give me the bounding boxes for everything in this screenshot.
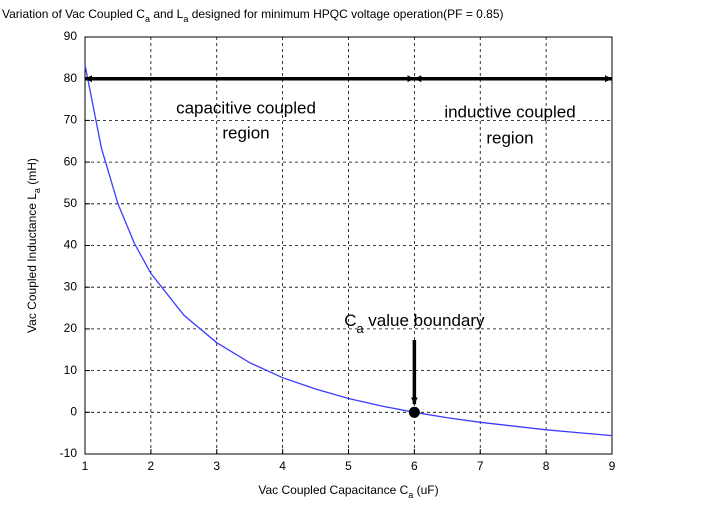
x-tick-label: 5 [345, 459, 352, 473]
chart-title-part: a [145, 14, 150, 24]
chart-title-part: designed for minimum HPQC voltage operat… [188, 7, 503, 21]
y-tick-label: 20 [64, 321, 78, 335]
region-label: region [222, 123, 269, 142]
y-tick-label: 70 [64, 113, 78, 127]
x-tick-label: 6 [411, 459, 418, 473]
x-axis-label: Vac Coupled Capacitance Ca (uF) [258, 483, 438, 500]
y-axis-label-part: Vac Coupled Inductance L [25, 193, 39, 333]
x-axis-label-part: (uF) [413, 483, 438, 497]
chart-title: Variation of Vac Coupled Ca and La desig… [2, 7, 504, 24]
x-tick-label: 7 [477, 459, 484, 473]
y-tick-label: 60 [64, 154, 78, 168]
y-tick-label: 50 [64, 196, 78, 210]
y-axis-label: Vac Coupled Inductance La (mH) [25, 158, 42, 333]
x-axis-label-part: Vac Coupled Capacitance C [258, 483, 408, 497]
boundary-point [408, 406, 420, 418]
y-tick-label: 80 [64, 71, 78, 85]
region-label: capacitive coupled [176, 98, 316, 117]
region-label: region [486, 128, 533, 147]
region-label: inductive coupled [444, 102, 575, 121]
x-tick-label: 8 [543, 459, 550, 473]
boundary-label: Ca value boundary [344, 311, 485, 335]
x-tick-label: 9 [609, 459, 616, 473]
boundary-label-part: a [356, 321, 364, 336]
chart-title-part: and L [150, 7, 184, 21]
y-tick-label: 10 [64, 363, 78, 377]
y-axis-label-part: (mH) [25, 158, 39, 188]
y-tick-label: -10 [60, 446, 78, 460]
x-tick-label: 4 [279, 459, 286, 473]
y-tick-label: 40 [64, 238, 78, 252]
boundary-label-part: C [344, 311, 356, 330]
x-tick-label: 1 [82, 459, 89, 473]
boundary-label-part: value boundary [364, 311, 485, 330]
chart-title-part: Variation of Vac Coupled C [2, 7, 145, 21]
y-tick-label: 90 [64, 29, 78, 43]
x-tick-label: 2 [148, 459, 155, 473]
plot-frame [84, 36, 613, 455]
y-tick-label: 0 [70, 404, 77, 418]
y-axis-label-part: a [32, 188, 42, 193]
data-line [84, 64, 613, 437]
x-axis-label-part: a [408, 490, 413, 500]
chart-title-part: a [183, 14, 188, 24]
x-tick-label: 3 [213, 459, 220, 473]
y-tick-label: 30 [64, 279, 78, 293]
